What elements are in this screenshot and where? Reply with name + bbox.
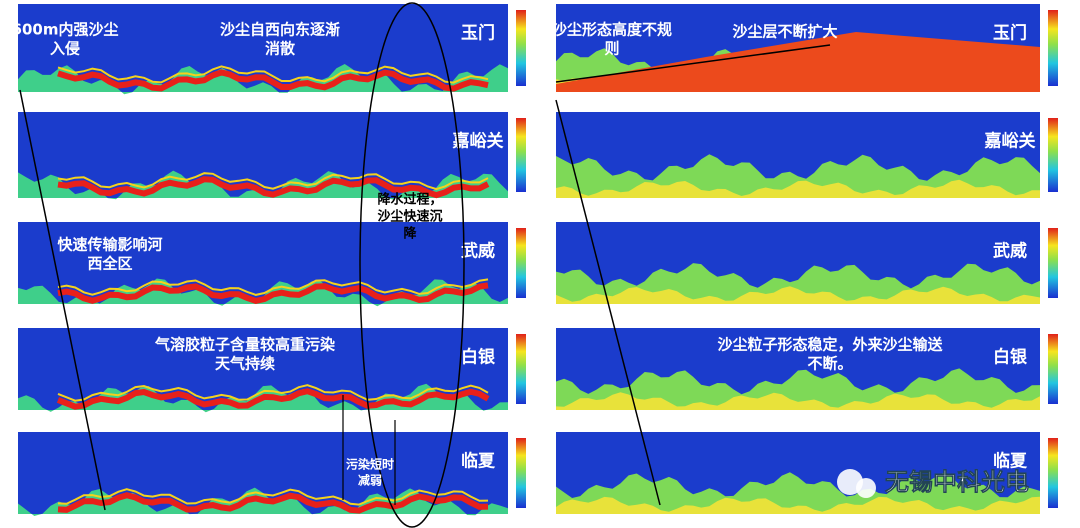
station-label: 临夏 [993, 451, 1028, 472]
annotation: 沙尘层不断扩大 [732, 23, 837, 41]
dust-band [57, 176, 490, 199]
annotation: 快速传输影响河 [57, 236, 162, 254]
aerosol-layer-core [556, 286, 1040, 304]
dust-band [57, 492, 489, 514]
colorbar [516, 438, 526, 508]
colorbar [1048, 118, 1058, 192]
dust-band [57, 282, 489, 305]
station-label: 玉门 [461, 23, 495, 44]
annotation: 入侵 [50, 40, 80, 58]
panel: 玉门 [18, 4, 526, 95]
annotation: 沙尘粒子形态稳定，外来沙尘输送 [717, 336, 943, 354]
dust-band [57, 69, 489, 92]
colorbar [1048, 228, 1058, 298]
colorbar [516, 334, 526, 404]
annotation: 减弱 [358, 473, 382, 488]
aerosol-layer [18, 64, 508, 95]
aerosol-layer-core [556, 392, 1040, 410]
colorbar [1048, 334, 1058, 404]
watermark: 无锡中科光电 [885, 468, 1029, 496]
panel: 玉门 [556, 4, 1058, 92]
panel: 嘉峪关 [18, 112, 526, 200]
aerosol-layer-core [556, 496, 1040, 514]
station-label: 嘉峪关 [984, 131, 1036, 152]
colorbar [516, 228, 526, 298]
annotation: 污染短时 [346, 457, 394, 472]
dust-band-edge [57, 488, 489, 506]
panel: 白银 [18, 328, 526, 413]
aerosol-layer [18, 278, 508, 307]
ellipse [359, 2, 465, 528]
aerosol-layer-core [556, 179, 1040, 198]
annotation: 沙尘自西向东逐渐 [220, 21, 340, 39]
station-label: 武威 [993, 241, 1027, 262]
annotation: 600m内强沙尘 [12, 21, 119, 39]
annotation: 则 [604, 40, 619, 58]
annotation: 降水过程， [377, 192, 442, 208]
dust-band [56, 388, 490, 410]
panel: 白银 [556, 328, 1058, 410]
station-label: 嘉峪关 [452, 131, 504, 152]
annotation: 消散 [265, 40, 296, 58]
annotation: 气溶胶粒子含量较高重污染 [154, 336, 336, 354]
arrow-line [555, 99, 661, 506]
panel: 武威 [556, 222, 1058, 304]
station-label: 临夏 [461, 451, 496, 472]
dust-band-edge [57, 278, 489, 296]
colorbar [516, 118, 526, 192]
station-label: 武威 [461, 241, 495, 262]
plot-background [18, 112, 508, 198]
panel: 临夏 [556, 432, 1058, 514]
panel: 临夏 [18, 432, 526, 516]
annotation: 降 [403, 226, 417, 242]
station-label: 玉门 [993, 23, 1027, 44]
annotation: 沙尘形态高度不规 [552, 21, 672, 39]
colorbar [1048, 438, 1058, 508]
arrow-line [555, 44, 831, 83]
annotation: 西全区 [87, 255, 132, 273]
annotation: 天气持续 [215, 355, 275, 373]
dust-region [556, 32, 1040, 92]
panel: 武威 [18, 222, 526, 307]
colorbar [516, 10, 526, 86]
dust-band-edge [57, 172, 489, 191]
overlay [19, 2, 831, 528]
station-label: 白银 [461, 347, 496, 368]
dust-band-edge [57, 65, 489, 84]
station-label: 白银 [993, 347, 1028, 368]
watermark-group: 无锡中科光电 [837, 468, 1029, 498]
dust-band-edge [57, 384, 489, 402]
arrow-line [19, 89, 106, 511]
annotation: 沙尘快速沉 [377, 209, 442, 225]
wechat-icon [856, 478, 876, 498]
annotation: 不断。 [807, 355, 852, 373]
panel: 嘉峪关 [556, 112, 1058, 198]
colorbar [1048, 10, 1058, 86]
